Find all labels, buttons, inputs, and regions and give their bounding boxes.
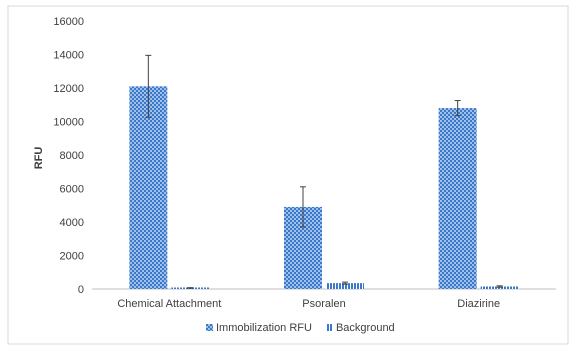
legend-swatch — [325, 324, 333, 331]
bar-marks — [129, 54, 519, 289]
y-tick-label: 10000 — [53, 117, 84, 129]
y-tick-label: 2000 — [60, 251, 84, 263]
x-axis-labels: Chemical Attachment Psoralen Diazirine — [117, 298, 500, 310]
legend-swatch — [206, 324, 213, 331]
legend-label: Background — [336, 322, 395, 334]
y-tick-label: 12000 — [53, 83, 84, 95]
bar-immobilization-rfu — [438, 108, 477, 289]
y-tick-label: 14000 — [53, 50, 84, 62]
x-tick-label: Diazirine — [457, 298, 500, 310]
chart-frame — [7, 5, 569, 345]
y-tick-label: 8000 — [60, 150, 84, 162]
bar-immobilization-rfu — [129, 86, 168, 289]
bar-background — [326, 283, 364, 289]
bar-background — [480, 286, 519, 289]
y-tick-label: 0 — [78, 284, 84, 296]
x-tick-label: Psoralen — [302, 298, 345, 310]
y-axis-ticks: 0 2000 4000 6000 8000 10000 12000 14000 16000 — [53, 16, 84, 296]
legend-label: Immobilization RFU — [216, 322, 312, 334]
x-tick-label: Chemical Attachment — [117, 298, 221, 310]
y-axis-title: RFU — [33, 147, 45, 170]
y-tick-label: 16000 — [53, 16, 84, 28]
y-tick-label: 4000 — [60, 217, 84, 229]
legend: Immobilization RFU Background — [206, 322, 395, 334]
y-tick-label: 6000 — [60, 184, 84, 196]
